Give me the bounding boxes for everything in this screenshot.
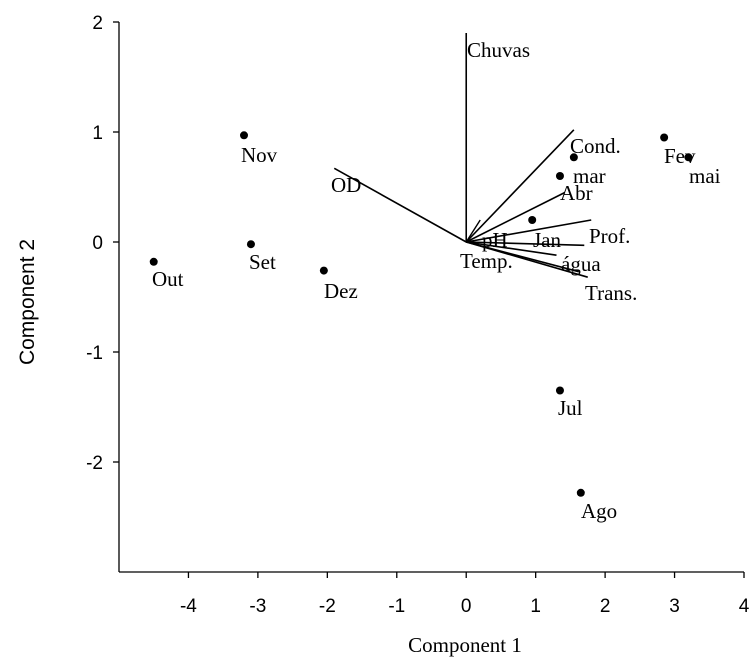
loading-vectors bbox=[333, 33, 592, 278]
vector-cond-tip bbox=[465, 219, 481, 243]
y-tick-label: 2 bbox=[92, 13, 103, 34]
label-nov: Nov bbox=[241, 143, 278, 167]
label-jul: Jul bbox=[558, 396, 583, 420]
label-temp: Temp. bbox=[460, 249, 513, 273]
label-abr: Abr bbox=[560, 181, 593, 205]
point-dez bbox=[319, 266, 328, 275]
label-cond: Cond. bbox=[570, 134, 621, 158]
label-out: Out bbox=[152, 267, 184, 291]
point-jan bbox=[528, 216, 537, 224]
x-axis-title: Component 1 bbox=[408, 633, 522, 657]
point-mai bbox=[684, 153, 693, 162]
vector-cond bbox=[465, 129, 575, 243]
label-gua: água bbox=[561, 252, 601, 276]
x-tick-label: 3 bbox=[669, 596, 680, 617]
point-set bbox=[246, 240, 255, 249]
label-trans: Trans. bbox=[585, 281, 637, 305]
x-tick-label: -2 bbox=[319, 596, 336, 617]
label-chuvas: Chuvas bbox=[467, 38, 530, 62]
y-tick-label: -2 bbox=[86, 453, 103, 474]
label-jan: Jan bbox=[533, 228, 561, 252]
x-tick-label: 2 bbox=[600, 596, 611, 617]
point-cond bbox=[569, 153, 578, 162]
vector-ph bbox=[466, 241, 585, 247]
point-fev bbox=[660, 133, 669, 142]
point-out bbox=[149, 257, 158, 266]
label-dez: Dez bbox=[324, 279, 358, 303]
y-axis-title: Component 2 bbox=[16, 239, 39, 365]
y-tick-label: 0 bbox=[92, 233, 103, 254]
label-fev: Fev bbox=[664, 144, 696, 168]
label-ago: Ago bbox=[581, 499, 617, 523]
x-tick-label: -4 bbox=[180, 596, 197, 617]
point-nov bbox=[240, 131, 248, 140]
x-tick-label: 1 bbox=[530, 596, 541, 617]
point-mar bbox=[555, 172, 564, 180]
plot-axes: -4 -3 -2 -1 0 1 2 3 4 -2 -1 0 1 2 bbox=[86, 13, 750, 617]
label-mar: mar bbox=[573, 164, 606, 188]
label-ph: pH bbox=[482, 228, 508, 252]
label-prof: Prof. bbox=[589, 224, 630, 248]
vector-temp bbox=[466, 241, 557, 256]
label-set: Set bbox=[249, 250, 276, 274]
y-tick-label: -1 bbox=[86, 343, 103, 364]
x-tick-label: 4 bbox=[739, 596, 750, 617]
vector-prof bbox=[466, 219, 592, 243]
y-tick-label: 1 bbox=[92, 123, 103, 144]
x-tick-label: -3 bbox=[249, 596, 266, 617]
vector-trans bbox=[465, 241, 588, 278]
x-tick-label: 0 bbox=[461, 596, 472, 617]
point-ago bbox=[576, 488, 585, 497]
vector-od bbox=[333, 167, 467, 243]
point-jul bbox=[555, 386, 564, 395]
x-tick-label: -1 bbox=[388, 596, 405, 617]
label-od: OD bbox=[331, 173, 361, 197]
label-mai: mai bbox=[689, 164, 721, 188]
score-points bbox=[149, 131, 693, 497]
vector-abr bbox=[465, 191, 566, 243]
